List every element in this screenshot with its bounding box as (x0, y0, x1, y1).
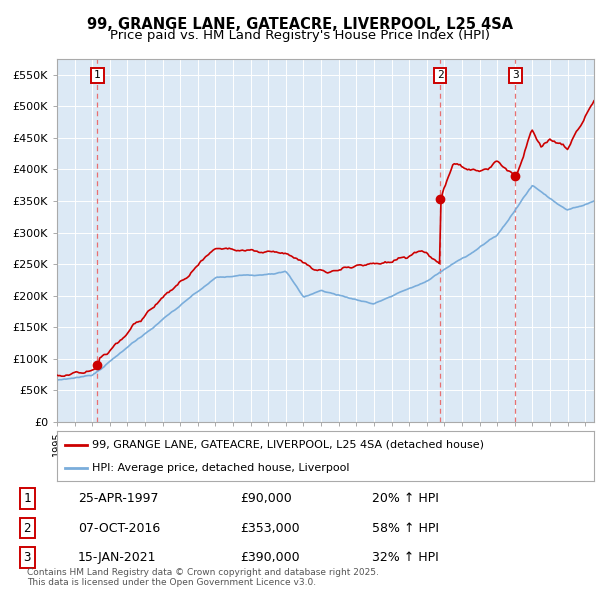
Text: 99, GRANGE LANE, GATEACRE, LIVERPOOL, L25 4SA (detached house): 99, GRANGE LANE, GATEACRE, LIVERPOOL, L2… (92, 440, 484, 450)
Text: 20% ↑ HPI: 20% ↑ HPI (372, 492, 439, 505)
Text: HPI: Average price, detached house, Liverpool: HPI: Average price, detached house, Live… (92, 463, 349, 473)
Text: 58% ↑ HPI: 58% ↑ HPI (372, 522, 439, 535)
Text: 2: 2 (23, 522, 31, 535)
Text: 32% ↑ HPI: 32% ↑ HPI (372, 551, 439, 564)
Text: £353,000: £353,000 (240, 522, 299, 535)
Text: Price paid vs. HM Land Registry's House Price Index (HPI): Price paid vs. HM Land Registry's House … (110, 29, 490, 42)
Text: 07-OCT-2016: 07-OCT-2016 (78, 522, 160, 535)
Text: £90,000: £90,000 (240, 492, 292, 505)
Text: 3: 3 (512, 70, 519, 80)
Text: Contains HM Land Registry data © Crown copyright and database right 2025.
This d: Contains HM Land Registry data © Crown c… (27, 568, 379, 587)
Text: 15-JAN-2021: 15-JAN-2021 (78, 551, 157, 564)
Text: 1: 1 (94, 70, 101, 80)
Text: 1: 1 (23, 492, 31, 505)
Text: 2: 2 (437, 70, 443, 80)
Text: 3: 3 (23, 551, 31, 564)
Text: £390,000: £390,000 (240, 551, 299, 564)
Text: 25-APR-1997: 25-APR-1997 (78, 492, 158, 505)
Text: 99, GRANGE LANE, GATEACRE, LIVERPOOL, L25 4SA: 99, GRANGE LANE, GATEACRE, LIVERPOOL, L2… (87, 17, 513, 31)
